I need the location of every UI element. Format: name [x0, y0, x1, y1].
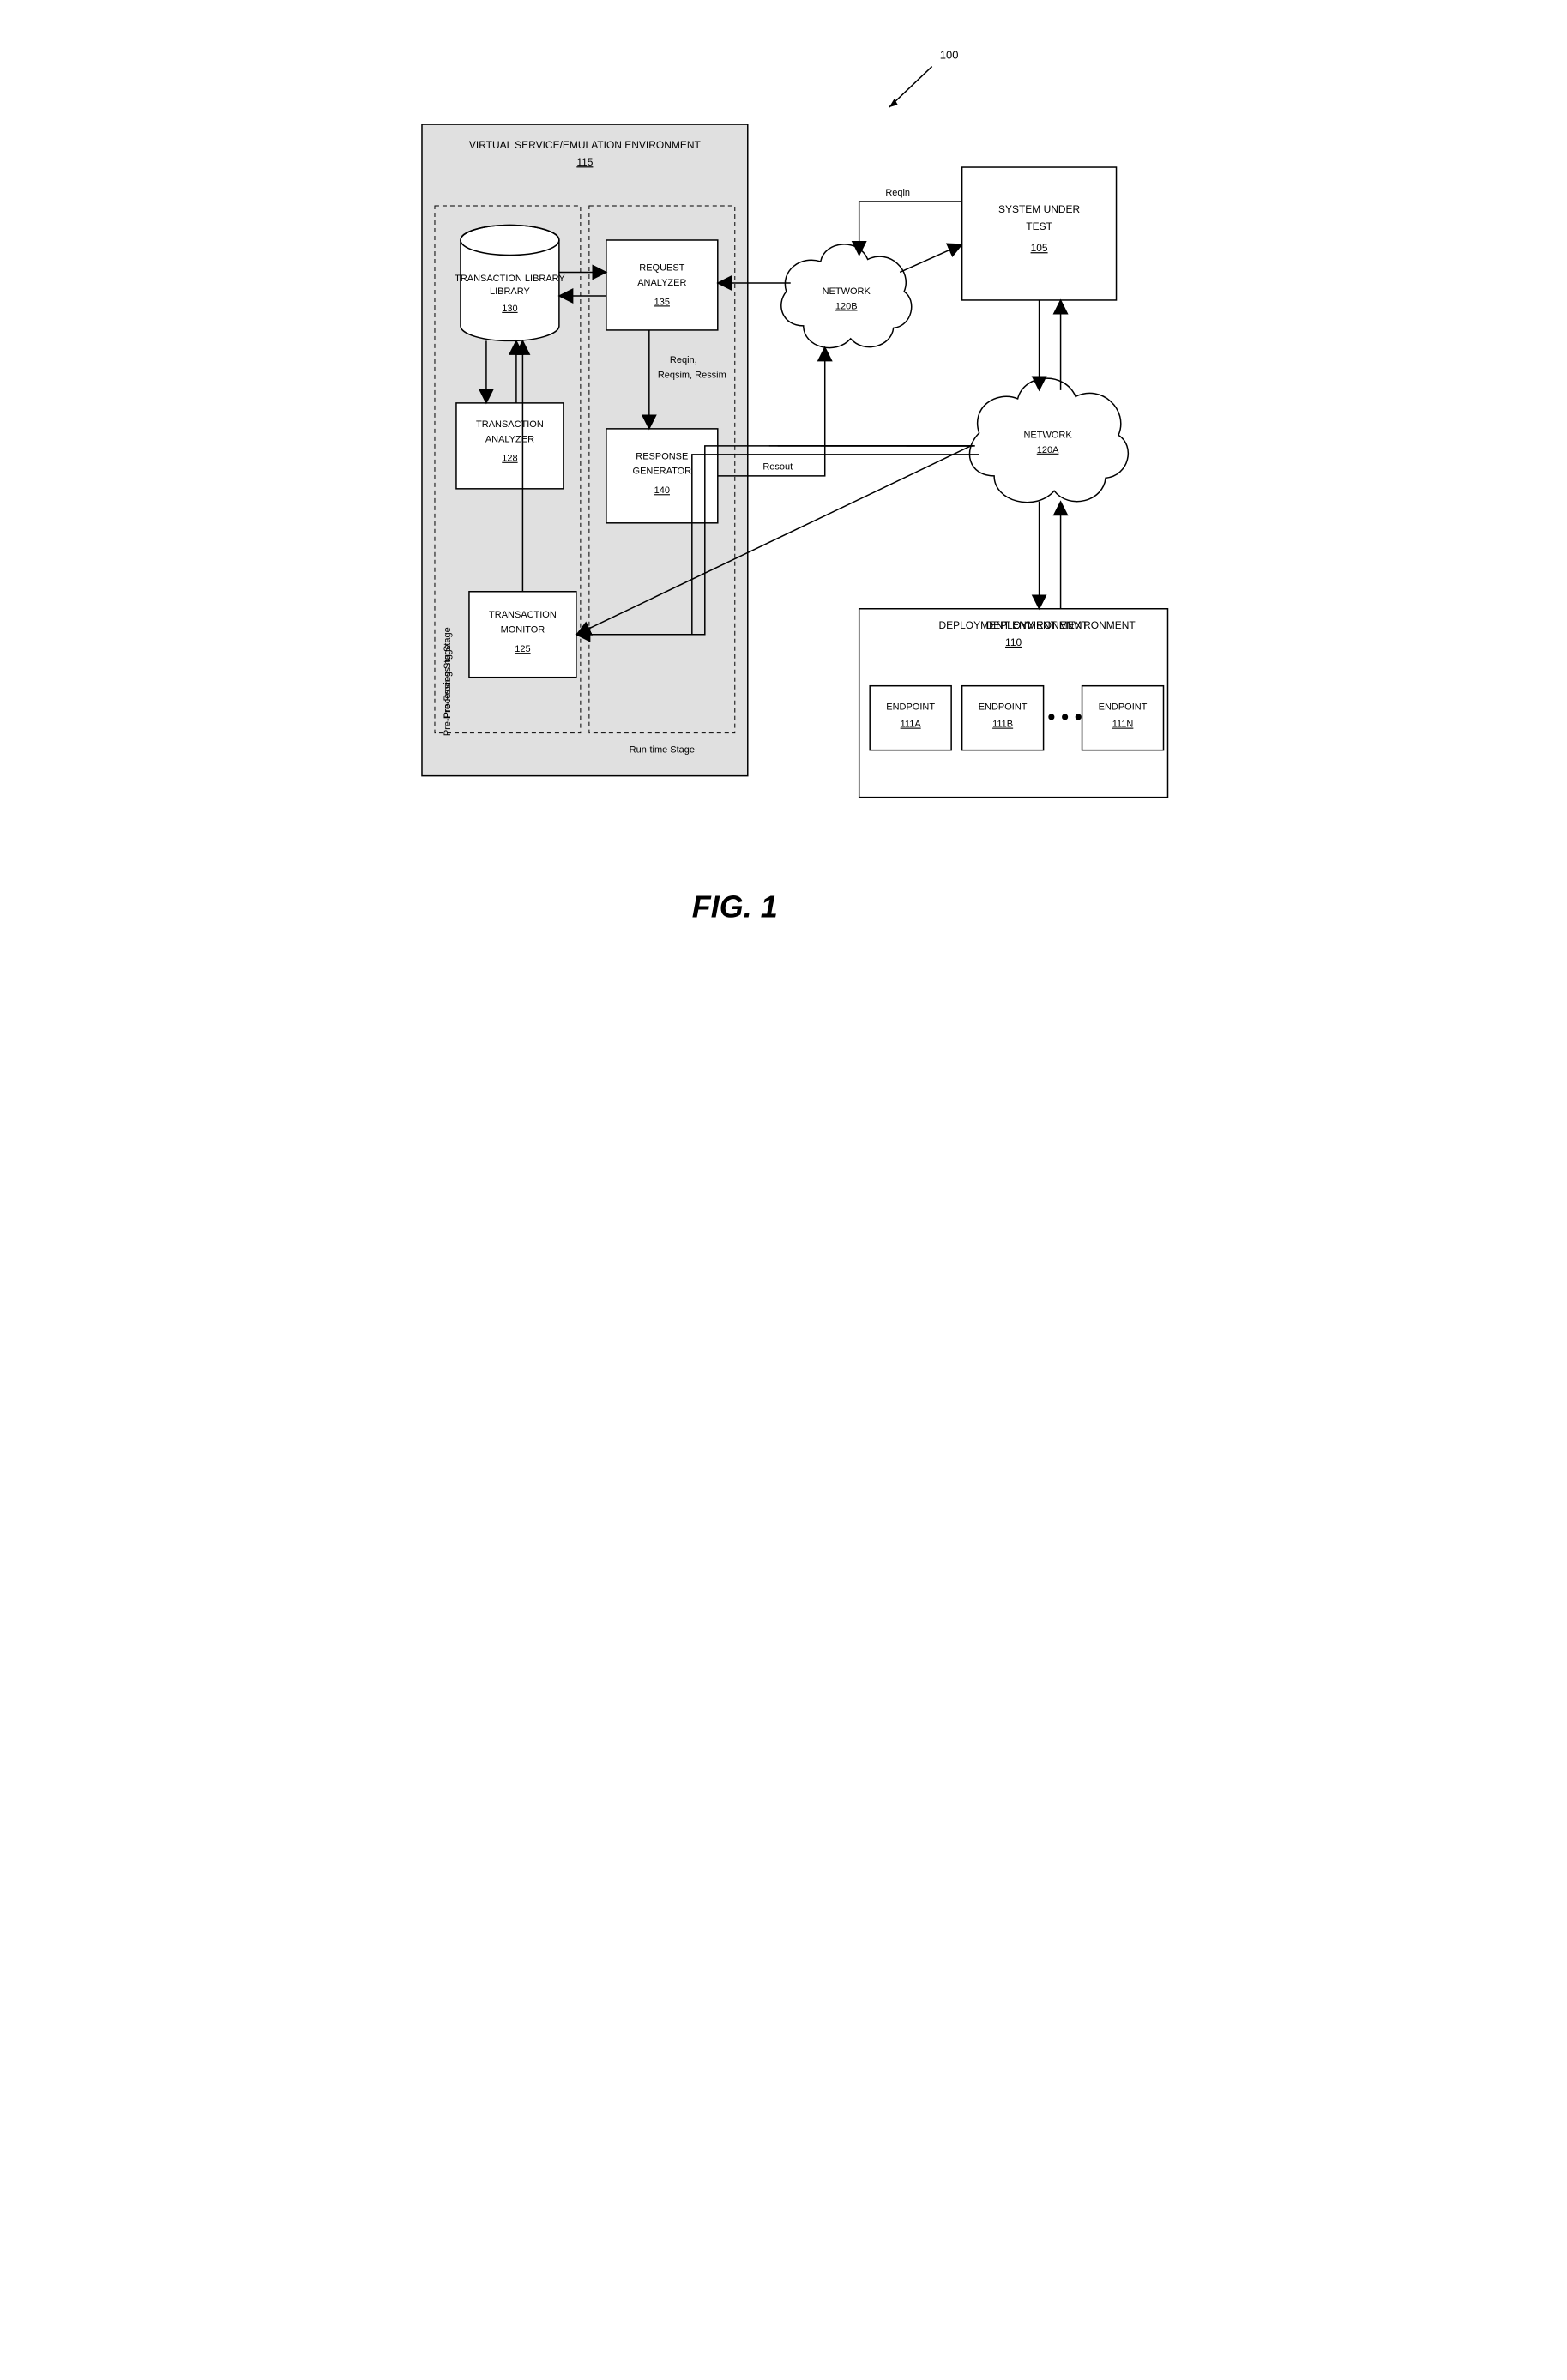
ep-n-id: 111N	[1112, 720, 1134, 730]
svg-text:TRANSACTION: TRANSACTION	[476, 419, 544, 430]
network-b-cloud: NETWORK 120B	[781, 244, 912, 348]
diagram: 100 VIRTUAL SERVICE/EMULATION ENVIRONMEN…	[392, 17, 1175, 1207]
svg-text:RESPONSE: RESPONSE	[636, 451, 688, 461]
tx-library-title: TRANSACTION LIBRARY	[455, 274, 565, 284]
tx-library-id: 130	[502, 304, 517, 314]
network-a-cloud: NETWORK 120A	[969, 378, 1128, 503]
ep-a-title: ENDPOINT	[886, 702, 935, 713]
figure-ref: 100	[889, 49, 959, 108]
ep-a-id: 111A	[901, 720, 922, 730]
tx-monitor-id: 125	[515, 644, 530, 654]
sut-box: SYSTEM UNDER TEST 105	[962, 167, 1117, 300]
figure-ref-number: 100	[940, 49, 959, 62]
svg-text:LIBRARY: LIBRARY	[490, 286, 530, 297]
svg-text:ANALYZER: ANALYZER	[637, 278, 686, 288]
vse-title: VIRTUAL SERVICE/EMULATION ENVIRONMENT	[469, 139, 702, 151]
svg-text:REQUEST: REQUEST	[639, 262, 684, 273]
neta-id: 120A	[1037, 445, 1059, 455]
pre-stage-label2: Pre-Processing Stage	[443, 627, 453, 719]
tx-monitor: TRANSACTION MONITOR 125	[469, 592, 576, 678]
signal-resout: Resout	[762, 462, 793, 473]
ep-b-id: 111B	[992, 720, 1013, 730]
vse-box: VIRTUAL SERVICE/EMULATION ENVIRONMENT 11…	[422, 124, 748, 776]
signal-reqsim: Reqsim, Ressim	[658, 370, 726, 380]
deploy-id: 110	[1005, 636, 1022, 648]
deploy-box: DEPLOYMENT ENVIRONMENT DEPLOYMENT ENVIRO…	[859, 609, 1168, 798]
vse-id: 115	[576, 156, 593, 168]
svg-text:ANALYZER: ANALYZER	[485, 434, 534, 444]
svg-text:TRANSACTION: TRANSACTION	[489, 610, 557, 620]
neta-title: NETWORK	[1024, 430, 1073, 440]
netb-id: 120B	[835, 301, 858, 311]
req-analyzer-id: 135	[654, 297, 670, 307]
sut-title1: SYSTEM UNDER	[998, 203, 1081, 215]
signal-reqin: Reqin	[885, 188, 910, 198]
resp-gen-id: 140	[654, 485, 670, 496]
netb-title: NETWORK	[823, 286, 871, 297]
req-analyzer: REQUEST ANALYZER 135	[606, 240, 718, 330]
figure-label: FIG. 1	[692, 889, 778, 925]
sut-id: 105	[1031, 242, 1048, 254]
endpoint-a	[870, 686, 951, 750]
tx-analyzer: TRANSACTION ANALYZER 128	[456, 403, 564, 489]
svg-text:DEPLOYMENT ENVIRONMENT: DEPLOYMENT ENVIRONMENT	[938, 619, 1088, 631]
signal-reqin2: Reqin,	[670, 355, 697, 365]
svg-text:GENERATOR: GENERATOR	[633, 467, 692, 477]
tx-analyzer-id: 128	[502, 454, 517, 464]
sut-title2: TEST	[1026, 220, 1052, 232]
resp-gen: RESPONSE GENERATOR 140	[606, 429, 718, 523]
ep-b-title: ENDPOINT	[979, 702, 1028, 713]
endpoint-b	[962, 686, 1044, 750]
ellipsis: • • •	[1048, 705, 1082, 729]
svg-text:MONITOR: MONITOR	[501, 625, 545, 636]
ep-n-title: ENDPOINT	[1099, 702, 1148, 713]
run-stage-label: Run-time Stage	[630, 745, 695, 756]
endpoint-n	[1082, 686, 1164, 750]
tx-library: TRANSACTION LIBRARY LIBRARY 130	[455, 225, 565, 340]
